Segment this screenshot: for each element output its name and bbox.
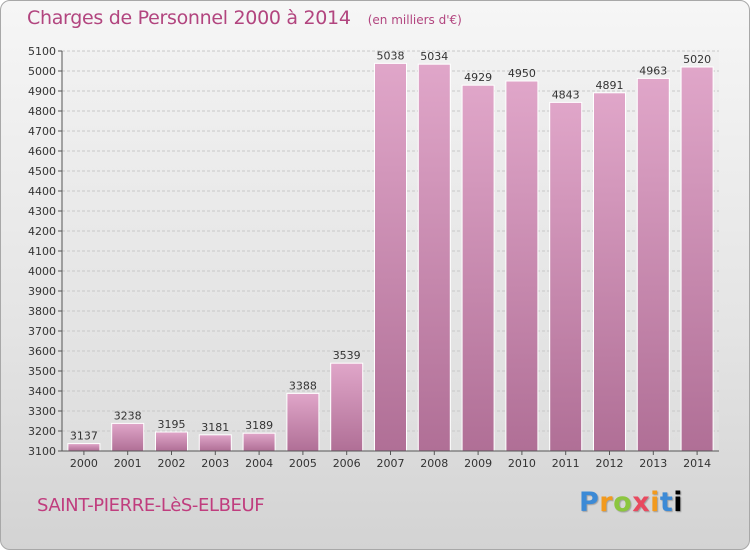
- x-tick-label: 2004: [245, 457, 273, 470]
- x-tick-label: 2003: [201, 457, 229, 470]
- bar-value-label: 3181: [201, 421, 229, 434]
- y-tick-label: 4000: [28, 265, 56, 278]
- chart-title: Charges de Personnel 2000 à 2014: [27, 7, 351, 29]
- x-tick-label: 2006: [333, 457, 361, 470]
- x-axis: 2000 2001 2002 2003 2004 2005 2006 2007 2008 2009…: [62, 450, 719, 470]
- bar-value-label: 3539: [333, 349, 361, 362]
- bar: [593, 92, 626, 452]
- y-tick-label: 4200: [28, 225, 56, 238]
- bar: [67, 443, 101, 452]
- x-tick-label: 2001: [114, 457, 142, 470]
- y-tick-label: 3400: [28, 385, 56, 398]
- x-tick-label: 2011: [552, 457, 580, 470]
- bar: [636, 77, 670, 452]
- y-tick-label: 5000: [28, 65, 56, 78]
- bar: [461, 84, 495, 452]
- bar-value-label: 5038: [377, 49, 405, 62]
- bar: [286, 392, 320, 452]
- bar: [680, 66, 714, 452]
- y-tick-label: 4800: [28, 105, 56, 118]
- y-tick-label: 3300: [28, 405, 56, 418]
- bar-value-label: 4891: [596, 79, 624, 92]
- bar: [198, 434, 232, 452]
- x-tick-label: 2012: [596, 457, 624, 470]
- y-tick-label: 3100: [28, 445, 56, 458]
- y-tick-label: 3900: [28, 285, 56, 298]
- bar-value-label: 3388: [289, 379, 317, 392]
- y-tick-label: 4400: [28, 185, 56, 198]
- bar: [155, 431, 188, 452]
- bar-value-label: 4963: [639, 64, 667, 77]
- y-tick-label: 3600: [28, 345, 56, 358]
- y-tick-label: 5100: [28, 45, 56, 58]
- title-row: Charges de Personnel 2000 à 2014 (en mil…: [27, 7, 462, 29]
- bars: 3137 3238 3195 3181 3189 3388 3539 5038 5034 4929…: [67, 49, 714, 452]
- y-tick-label: 3500: [28, 365, 56, 378]
- x-tick-label: 2010: [508, 457, 536, 470]
- commune-name: SAINT-PIERRE-LèS-ELBEUF: [37, 495, 265, 516]
- bar-value-label: 4950: [508, 67, 536, 80]
- y-tick-label: 4500: [28, 165, 56, 178]
- x-tick-label: 2007: [377, 457, 405, 470]
- bar-value-label: 3238: [114, 409, 142, 422]
- bar-value-label: 4843: [552, 88, 580, 101]
- bar-value-label: 5034: [420, 50, 448, 63]
- proxiti-logo: Proxiti: [579, 487, 684, 518]
- x-tick-label: 2009: [464, 457, 492, 470]
- chart-unit: (en milliers d'€): [367, 13, 462, 27]
- bar-value-label: 4929: [464, 71, 492, 84]
- x-tick-label: 2008: [420, 457, 448, 470]
- y-tick-label: 4900: [28, 85, 56, 98]
- bar: [330, 362, 364, 452]
- y-tick-label: 4600: [28, 145, 56, 158]
- bar-value-label: 5020: [683, 53, 711, 66]
- x-tick-label: 2000: [70, 457, 98, 470]
- bar: [505, 80, 539, 452]
- y-tick-label: 4300: [28, 205, 56, 218]
- y-axis: 3100 3200 3300 3400 3500 3600 3700 3800 3900 4000…: [28, 45, 63, 458]
- y-tick-label: 3800: [28, 305, 56, 318]
- bar-value-label: 3195: [158, 418, 186, 431]
- y-tick-label: 4700: [28, 125, 56, 138]
- bar-value-label: 3137: [70, 430, 98, 443]
- y-tick-label: 4100: [28, 245, 56, 258]
- bar-value-label: 3189: [245, 419, 273, 432]
- x-tick-label: 2013: [639, 457, 667, 470]
- x-tick-label: 2014: [683, 457, 711, 470]
- bar: [549, 101, 583, 452]
- bar: [417, 63, 451, 452]
- y-tick-label: 3200: [28, 425, 56, 438]
- bar: [242, 432, 276, 452]
- x-tick-label: 2002: [158, 457, 186, 470]
- x-tick-label: 2005: [289, 457, 317, 470]
- bar: [111, 422, 145, 452]
- bar: [374, 62, 407, 452]
- y-tick-label: 3700: [28, 325, 56, 338]
